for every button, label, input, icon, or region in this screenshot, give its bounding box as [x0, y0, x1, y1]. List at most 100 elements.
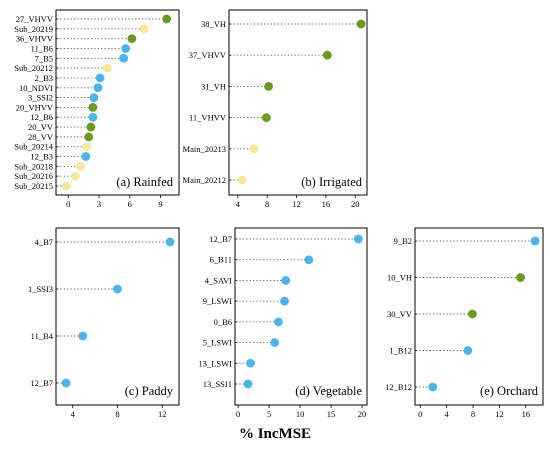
y-tick-label: 3_SSI2: [28, 93, 53, 103]
panel-frame: [234, 227, 368, 406]
data-point: [322, 50, 332, 60]
panel-title: (b) Irrigated: [301, 175, 362, 189]
data-point: [119, 53, 129, 63]
data-point: [428, 382, 438, 392]
x-tick-label: 6: [128, 199, 132, 209]
data-point: [86, 122, 96, 132]
data-point: [61, 378, 71, 388]
y-tick-label: 2_B3: [35, 73, 53, 83]
panel-title: (e) Orchard: [480, 384, 539, 398]
y-tick-label: 12_B6: [30, 112, 53, 122]
x-tick-label: 4: [71, 409, 76, 419]
y-tick-label: 6_B11: [210, 255, 232, 265]
data-point: [113, 284, 122, 294]
data-point: [71, 171, 80, 181]
x-tick-label: 12: [292, 199, 301, 209]
x-tick-label: 8: [115, 409, 119, 419]
x-tick-label: 12: [495, 409, 504, 419]
x-tick-label: 16: [522, 409, 531, 419]
y-tick-label: 1_B12: [389, 346, 412, 356]
y-tick-label: Main_20213: [183, 144, 226, 154]
data-point: [89, 93, 99, 102]
y-tick-label: 11_B4: [31, 331, 54, 341]
panel-frame: [55, 227, 180, 406]
data-point: [249, 144, 259, 154]
y-tick-label: 12_B7: [30, 378, 53, 388]
y-tick-label: 10_VH: [387, 273, 412, 283]
panel-title: (a) Rainfed: [116, 175, 173, 189]
data-point: [356, 19, 366, 29]
y-tick-label: 13_SSI1: [203, 379, 232, 389]
y-tick-label: 0_B6: [214, 317, 232, 327]
y-tick-label: Main_20212: [183, 175, 226, 185]
y-tick-label: 27_VHVV: [16, 14, 54, 24]
data-point: [121, 44, 131, 53]
y-tick-label: Sub_20219: [14, 24, 53, 34]
data-point: [530, 236, 540, 246]
data-point: [88, 112, 98, 122]
y-tick-label: Sub_20214: [14, 142, 53, 152]
y-tick-label: 5_LSWI: [203, 338, 232, 348]
data-point: [237, 175, 247, 185]
y-tick-label: Sub_20212: [14, 63, 53, 73]
x-tick-label: 5: [267, 409, 271, 419]
y-tick-label: 4_SAVI: [205, 275, 232, 285]
panel-5: 0 4 8 12 16 9_B2 10_VH 30_VV 1_B12 12_B12 (e) Orch…: [385, 227, 544, 419]
x-axis-label: % IncMSE: [238, 426, 312, 442]
y-tick-label: 13_LSWI: [198, 358, 232, 368]
x-tick-label: 15: [327, 409, 336, 419]
data-point: [61, 181, 71, 191]
x-tick-label: 8: [265, 199, 269, 209]
data-point: [281, 276, 291, 285]
y-tick-label: 12_B12: [385, 382, 412, 392]
y-tick-label: 9_B2: [394, 236, 412, 246]
panel-4: 0 5 10 15 20 12_B7 6_B11 4_SAVI 9_LSWI 0_B6 5_LSWI…: [198, 227, 368, 419]
y-tick-label: Sub_20215: [14, 181, 53, 191]
data-point: [139, 24, 149, 34]
data-point: [93, 83, 103, 93]
data-point: [270, 338, 280, 347]
panel-frame: [414, 227, 544, 406]
data-point: [88, 103, 98, 112]
data-point: [81, 152, 91, 161]
y-tick-label: 7_B5: [35, 53, 53, 63]
y-tick-label: 37_VHVV: [189, 50, 227, 60]
y-tick-label: 36_VHVV: [16, 34, 54, 44]
data-point: [280, 296, 289, 306]
data-point: [78, 331, 88, 341]
y-tick-label: 1_SSI3: [28, 284, 53, 294]
panel-title: (c) Paddy: [125, 384, 174, 398]
data-point: [273, 317, 283, 327]
y-tick-label: Sub_20216: [14, 171, 53, 181]
x-tick-label: 16: [322, 199, 331, 209]
data-point: [246, 358, 255, 368]
y-tick-label: 28_VV: [28, 132, 54, 142]
data-point: [102, 63, 112, 73]
data-point: [127, 34, 137, 44]
data-point: [243, 379, 253, 389]
x-tick-label: 0: [236, 409, 240, 419]
x-tick-label: 4: [236, 199, 241, 209]
y-tick-label: 30_VV: [387, 309, 413, 319]
x-tick-label: 8: [471, 409, 475, 419]
x-tick-label: 0: [418, 409, 422, 419]
y-tick-label: Sub_20218: [14, 161, 53, 171]
data-point: [353, 234, 363, 244]
x-tick-label: 3: [97, 199, 101, 209]
data-point: [262, 113, 271, 122]
data-point: [162, 14, 172, 24]
x-tick-label: 10: [296, 409, 305, 419]
data-point: [95, 73, 105, 83]
data-point: [84, 132, 94, 142]
data-point: [76, 161, 85, 171]
y-tick-label: 10_NDVI: [19, 83, 53, 93]
x-tick-label: 20: [358, 409, 367, 419]
data-point: [304, 255, 314, 265]
x-tick-label: 0: [66, 199, 70, 209]
x-tick-label: 20: [351, 199, 360, 209]
x-tick-label: 9: [158, 199, 162, 209]
panel-2: 4 8 12 16 20 38_VH 37_VHVV 31_VH 11_VHVV Main_202…: [183, 9, 368, 209]
y-tick-label: 4_B7: [35, 237, 53, 247]
data-point: [165, 237, 175, 247]
